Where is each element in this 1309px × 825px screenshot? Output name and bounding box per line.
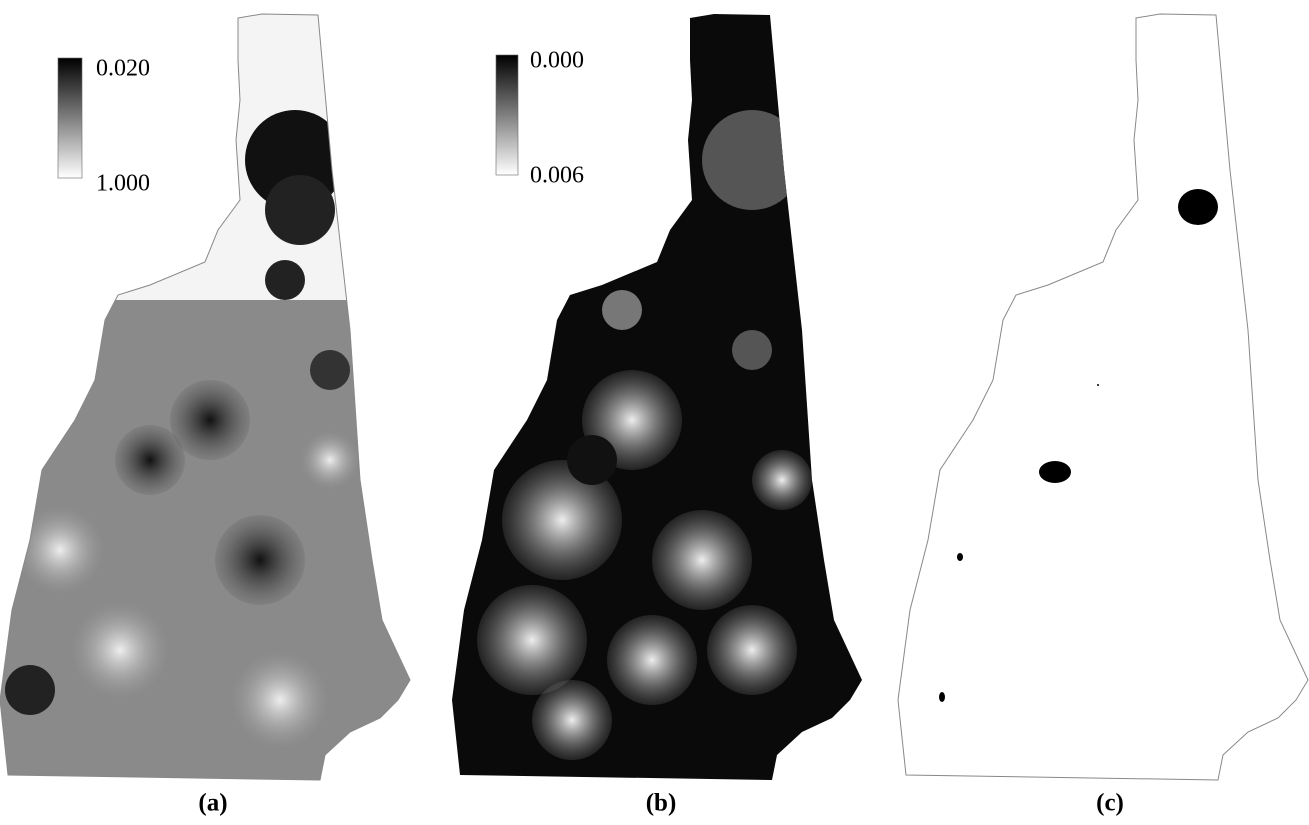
legend-bottom: 1.000 [96, 171, 150, 197]
legend-top: 0.000 [530, 48, 584, 74]
legend-top: 0.020 [96, 56, 150, 82]
caption: (c) [1096, 790, 1124, 817]
caption: (a) [198, 790, 227, 817]
figure: 0.020 1.000 0.000 0.006 [0, 0, 1309, 825]
legend-bottom: 0.006 [530, 163, 584, 189]
map-a: 0.020 1.000 [0, 0, 420, 800]
map-c [898, 14, 1308, 780]
map-b: 0.000 0.006 [452, 0, 872, 800]
caption: (b) [646, 790, 677, 817]
